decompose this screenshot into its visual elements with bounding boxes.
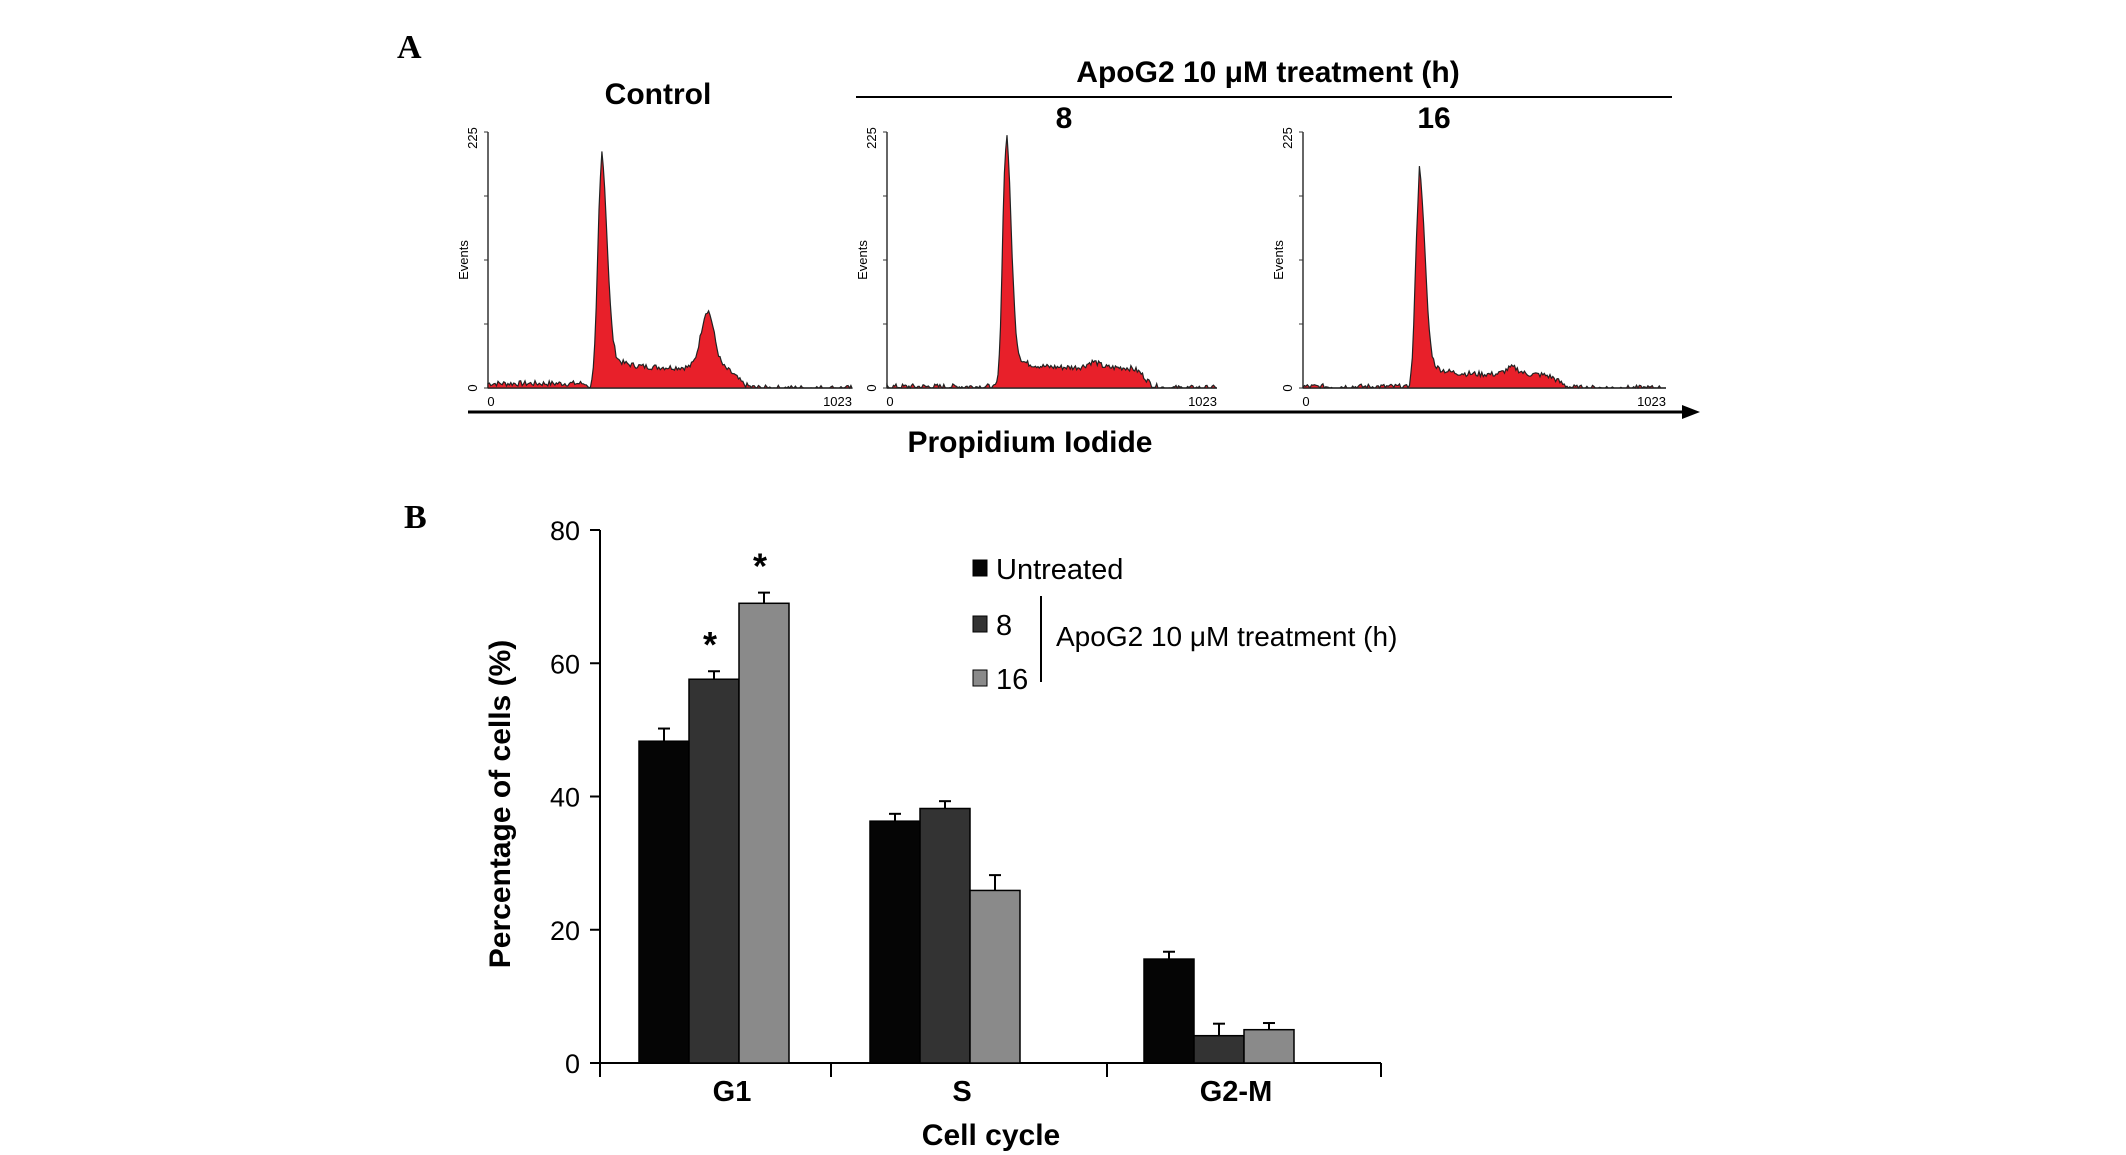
y-tick-label-0: 0	[465, 384, 480, 391]
histograms: Control 0 1023 0 225 Events 8 0 1023 0 225 Events 16…	[456, 78, 1666, 409]
category-label: S	[952, 1076, 971, 1108]
bar-s-untreated	[869, 820, 921, 1064]
histogram-title: 16	[1417, 102, 1450, 135]
y-axis-label-events: Events	[855, 240, 870, 280]
category-label: G2-M	[1200, 1076, 1273, 1108]
y-axis-label-events: Events	[456, 240, 471, 280]
significance-asterisk: *	[703, 624, 717, 665]
bar-g2-m-untreated	[1143, 958, 1195, 1064]
x-tick-label-0: 0	[886, 394, 893, 409]
x-axis-label: Cell cycle	[922, 1119, 1060, 1152]
x-axis-label-pi: Propidium Iodide	[908, 426, 1153, 459]
y-tick-label-0: 0	[1280, 384, 1295, 391]
y-axis-label: Percentage of cells (%)	[484, 640, 517, 968]
bar-chart: 0 20 40 60 80 G1 * * S G2-M	[550, 516, 1382, 1108]
x-tick-label-0: 0	[487, 394, 494, 409]
x-tick-label-1023: 1023	[1637, 394, 1666, 409]
legend-swatch-untreated	[972, 559, 988, 577]
y-axis-label-events: Events	[1271, 240, 1286, 280]
histogram-area	[1302, 166, 1666, 390]
histogram-title: Control	[605, 78, 712, 111]
y-tick-label: 0	[565, 1049, 580, 1079]
legend-label-untreated: Untreated	[996, 554, 1123, 586]
bar-g1-8	[688, 678, 740, 1064]
histogram-title: 8	[1056, 102, 1073, 135]
arrow-head-icon	[1682, 405, 1700, 419]
y-tick-label-225: 225	[1280, 127, 1295, 149]
legend-swatch-16h	[972, 669, 988, 687]
panel-label-b: B	[404, 499, 427, 536]
significance-asterisk: *	[753, 546, 767, 587]
y-tick-label: 80	[550, 516, 580, 546]
histogram-area	[886, 135, 1217, 390]
bar-s-16	[969, 889, 1021, 1064]
legend-group-label: ApoG2 10 μM treatment (h)	[1056, 621, 1397, 652]
legend: Untreated 8 16 ApoG2 10 μM treatment (h)	[972, 554, 1397, 696]
x-tick-label-1023: 1023	[1188, 394, 1217, 409]
legend-label-8h: 8	[996, 610, 1012, 642]
panel-label-a: A	[397, 29, 422, 66]
y-tick-label-225: 225	[864, 127, 879, 149]
bar-g1-untreated	[638, 740, 690, 1064]
treatment-header: ApoG2 10 μM treatment (h)	[1076, 56, 1459, 89]
y-tick-label: 20	[550, 916, 580, 946]
histogram-area	[487, 151, 853, 390]
y-tick-label-225: 225	[465, 127, 480, 149]
y-tick-label: 40	[550, 783, 580, 813]
category-label: G1	[713, 1076, 752, 1108]
legend-label-16h: 16	[996, 664, 1028, 696]
y-tick-label: 60	[550, 649, 580, 679]
bar-g2-m-16	[1243, 1028, 1295, 1064]
bar-g1-16	[738, 602, 790, 1064]
bar-s-8	[919, 807, 971, 1064]
x-tick-label-0: 0	[1302, 394, 1309, 409]
x-tick-label-1023: 1023	[823, 394, 852, 409]
y-tick-label-0: 0	[864, 384, 879, 391]
legend-swatch-8h	[972, 615, 988, 633]
bar-g2-m-8	[1193, 1034, 1245, 1064]
